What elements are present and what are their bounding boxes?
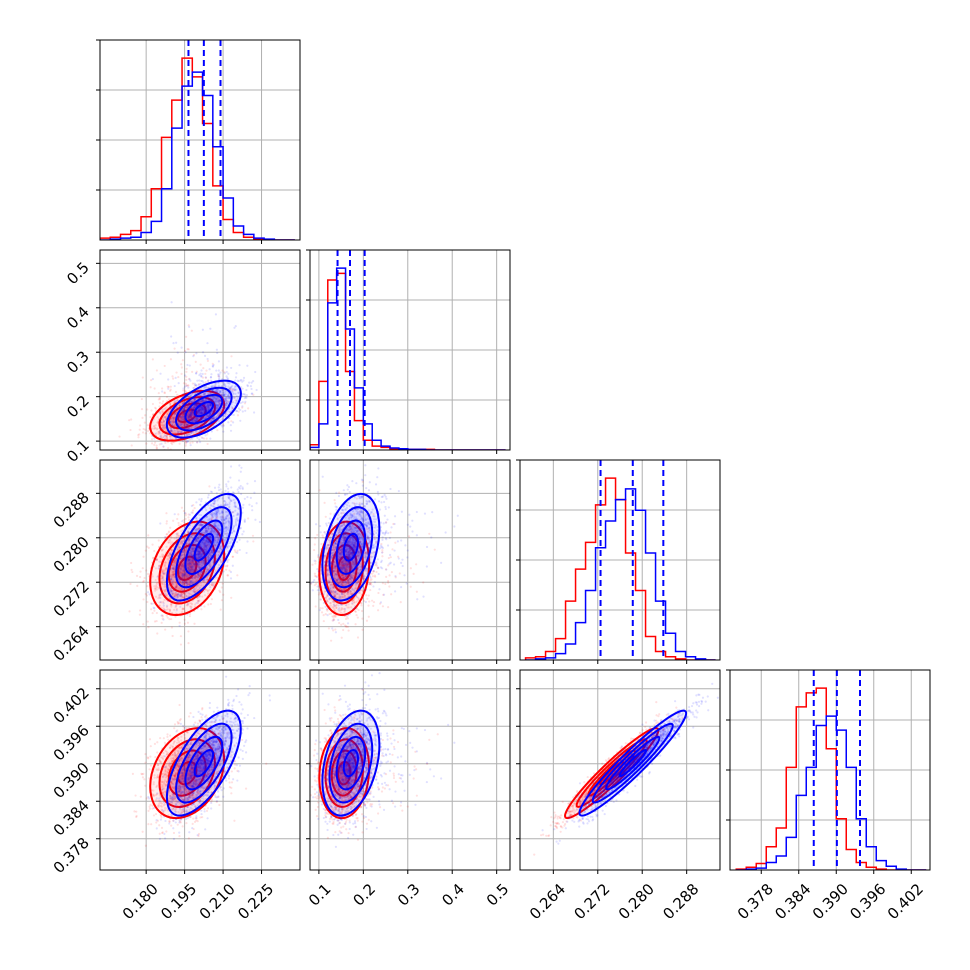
y-tick-label: 0.4	[63, 303, 93, 333]
x-tick-label: 0.180	[119, 880, 162, 923]
axes-frame	[309, 459, 511, 661]
contour-series-1	[321, 492, 381, 602]
axes-frame	[519, 669, 721, 871]
x-tick-label: 0.288	[659, 880, 702, 923]
histogram-series-1	[525, 488, 716, 660]
contour-series-1	[175, 506, 233, 589]
contour-series-1	[342, 749, 360, 778]
y-tick-label: 0.378	[50, 834, 93, 877]
y-tick-label: 0.1	[63, 436, 93, 466]
scatter-panel-p0-p1: 0.1 0.2 0.3 0.4 0.5	[63, 249, 301, 466]
x-tick-label: 0.396	[846, 880, 889, 923]
axes-frame	[99, 249, 301, 451]
y-tick-label: 0.264	[50, 622, 93, 665]
histogram-series-0	[524, 477, 716, 660]
y-tick-label: 0.396	[50, 721, 93, 764]
contour-series-1	[175, 722, 233, 804]
x-tick-label: 0.384	[771, 880, 814, 923]
histogram-series-1	[310, 267, 506, 450]
axes-frame	[309, 669, 511, 871]
contour-series-1	[184, 735, 224, 791]
histogram-series-0	[100, 57, 295, 240]
x-tick-label: 0.264	[526, 880, 569, 923]
contour-series-1	[618, 748, 648, 778]
x-tick-label: 0.4	[438, 880, 468, 910]
y-tick-label: 0.390	[50, 759, 93, 802]
contour-series-1	[184, 519, 224, 575]
contour-series-1	[335, 519, 367, 575]
contour-series-1	[175, 386, 233, 432]
x-tick-label: 0.1	[305, 880, 335, 910]
y-tick-label: 0.272	[50, 577, 93, 620]
histogram-series-1	[100, 71, 295, 240]
x-tick-label: 0.3	[394, 880, 424, 910]
y-tick-label: 0.280	[50, 533, 93, 576]
contour-series-1	[328, 722, 374, 804]
contour-series-1	[165, 379, 242, 439]
histogram-series-0	[735, 687, 927, 870]
y-tick-label: 0.2	[63, 392, 93, 422]
contour-series-1	[335, 735, 367, 791]
x-tick-label: 0.272	[570, 880, 613, 923]
y-tick-label: 0.5	[63, 258, 93, 288]
x-tick-label: 0.5	[483, 880, 513, 910]
x-tick-label: 0.402	[884, 880, 927, 923]
contour-series-1	[165, 709, 242, 817]
contour-series-0	[330, 543, 358, 593]
contour-series-1	[184, 393, 224, 425]
contour-series-1	[591, 722, 674, 804]
contour-series-1	[193, 401, 215, 418]
histogram-series-1	[736, 715, 927, 870]
x-tick-label: 0.2	[349, 880, 379, 910]
histogram-panel-p2	[516, 459, 721, 664]
scatter-panel-p1-p2	[306, 459, 511, 664]
contour-series-0	[176, 408, 198, 423]
y-tick-label: 0.384	[50, 796, 93, 839]
contour-series-1	[193, 748, 215, 778]
x-tick-label: 0.378	[734, 880, 777, 923]
scatter-panel-p1-p3: 0.1 0.2 0.3 0.4 0.5	[305, 669, 513, 910]
x-tick-label: 0.195	[157, 880, 200, 923]
y-tick-label: 0.3	[63, 347, 93, 377]
scatter-panel-p2-p3: 0.264 0.272 0.280 0.288	[516, 669, 721, 923]
contour-series-1	[321, 709, 381, 817]
histogram-panel-p0	[99, 39, 301, 244]
contour-series-1	[342, 532, 359, 562]
y-tick-label: 0.402	[50, 684, 93, 727]
contour-series-1	[165, 492, 242, 602]
x-tick-label: 0.280	[615, 880, 658, 923]
x-tick-label: 0.390	[809, 880, 852, 923]
contour-series-1	[193, 532, 215, 562]
axes-frame	[99, 669, 301, 871]
y-tick-label: 0.288	[50, 488, 93, 531]
histogram-panel-p1	[306, 249, 511, 454]
x-tick-label: 0.210	[196, 880, 239, 923]
x-tick-label: 0.225	[234, 880, 277, 923]
contour-series-1	[328, 506, 374, 589]
axes-frame	[99, 459, 301, 661]
histogram-series-0	[310, 272, 506, 450]
